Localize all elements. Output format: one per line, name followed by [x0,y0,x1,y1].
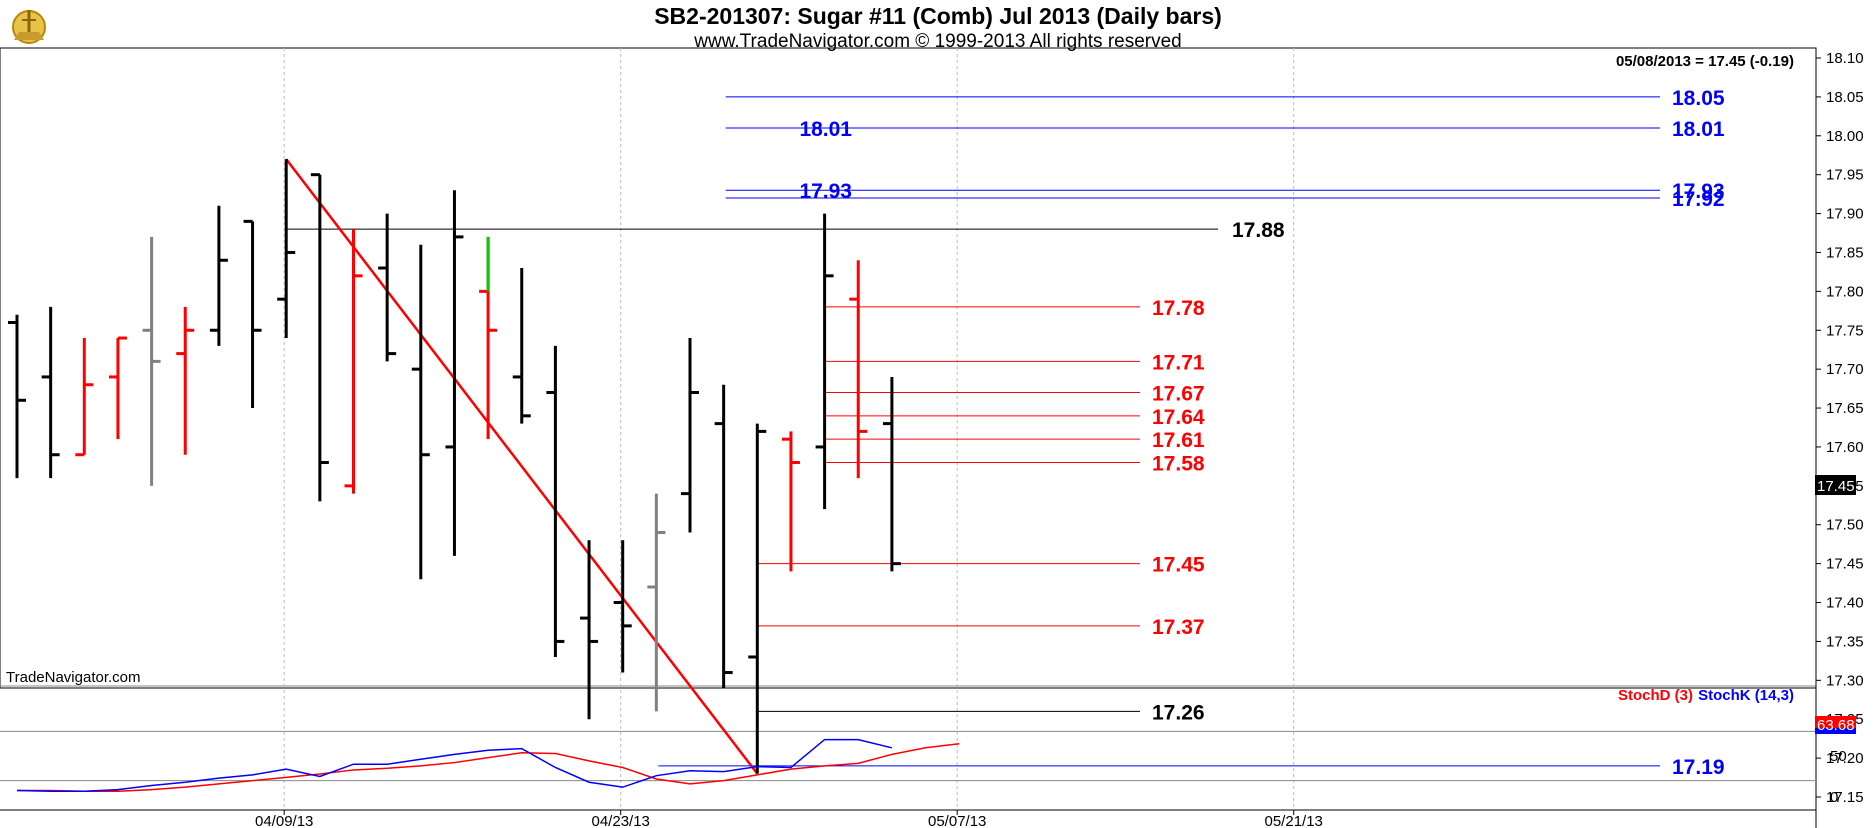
chart-title: SB2-201307: Sugar #11 (Comb) Jul 2013 (D… [654,3,1222,29]
last-quote: 05/08/2013 = 17.45 (-0.19) [1616,53,1794,70]
stoch-layer [16,738,960,793]
ohlc-bar [613,540,632,673]
y-tick-label: 17.15 [1826,789,1864,806]
stoch-series-line [16,738,893,793]
ohlc-bar [546,345,565,657]
level-label: 17.37 [1152,616,1205,639]
chart-subtitle: www.TradeNavigator.com © 1999-2013 All r… [694,31,1182,52]
watermark: TradeNavigator.com [6,669,141,686]
y-tick-label: 17.70 [1826,361,1864,378]
level-label: 17.61 [1152,429,1205,452]
level-label: 17.64 [1152,406,1205,429]
level-label: 17.58 [1152,453,1205,476]
ohlc-bar [445,190,464,556]
y-tick-label: 17.35 [1826,633,1864,650]
x-ticks: 04/09/13 04/23/13 05/07/13 05/21/13 [255,810,1323,828]
ohlc-bar [41,306,60,479]
ohlc-bar [411,244,430,580]
x-tick-label: 05/07/13 [928,813,986,828]
stoch-series-line [17,742,960,793]
ohlc-bar [647,493,666,712]
level-label: 18.05 [1672,87,1725,110]
level-label: 18.01 [1672,118,1725,141]
ohlc-bar [781,431,800,572]
trendline-layer [285,158,759,775]
stoch-y-tick: 0 [1830,789,1838,806]
y-tick-label: 17.85 [1826,244,1864,261]
trendline [285,158,759,775]
level-label-left: 17.93 [799,180,852,203]
ohlc-bar [277,159,296,339]
y-tick-label: 17.90 [1826,206,1864,223]
y-tick-label: 17.75 [1826,322,1864,339]
stoch-tag-blue [1815,728,1856,734]
level-label: 17.78 [1152,297,1205,320]
level-label: 17.92 [1672,188,1725,211]
level-label: 17.19 [1672,756,1725,779]
y-tick-label: 17.50 [1826,517,1864,534]
price-tag: 17.45 [1817,478,1855,495]
y-tick-label: 18.00 [1826,128,1864,145]
x-tick-label: 04/09/13 [255,813,313,828]
y-tick-label: 17.95 [1826,167,1864,184]
bars-layer [8,159,901,774]
y-tick-label: 17.20 [1826,750,1864,767]
stoch-y-tick: 50 [1830,748,1847,765]
ohlc-bar [378,213,397,362]
ohlc-bar [882,376,901,572]
ohlc-bar [243,219,262,409]
price-panel [0,47,1817,689]
ohlc-bar [8,314,26,479]
ohlc-bar [310,173,329,502]
ohlc-bar [714,384,733,689]
ohlc-bar [580,540,599,720]
ohlc-bar [815,213,834,510]
ohlc-bar [748,423,767,774]
ohlc-bar [681,338,699,533]
level-label-left: 18.01 [799,118,852,141]
legend-stochk: StochK (14,3) [1698,687,1794,704]
y-tick-label: 18.10 [1826,50,1864,67]
y-tick-label: 18.05 [1826,89,1864,106]
y-tick-label: 17.30 [1826,672,1864,689]
ohlc-bar [176,306,195,455]
logo-icon [12,10,46,44]
level-label: 17.26 [1152,701,1205,724]
ohlc-bar [209,205,228,346]
y-tick-label: 17.60 [1826,439,1864,456]
level-label: 17.93 [1672,180,1725,203]
x-tick-label: 05/21/13 [1265,813,1323,828]
ohlc-bar [512,268,531,424]
y-tick-label: 17.80 [1826,283,1864,300]
price-tag-bg [1815,475,1856,495]
level-label: 17.71 [1152,351,1205,374]
ohlc-bar [849,260,868,479]
level-label: 17.88 [1232,219,1285,242]
x-tick-label: 04/23/13 [592,813,650,828]
legend-stochd: StochD (3) [1618,687,1693,704]
y-tick-label: 17.65 [1826,400,1864,417]
y-ticks: 18.10 18.05 18.00 17.95 17.90 17.85 17.80 17.75… [1816,50,1864,806]
ohlc-bar [75,338,94,457]
ohlc-bar [344,229,363,494]
y-tick-label: 17.40 [1826,595,1864,612]
level-label: 17.45 [1152,554,1205,577]
ohlc-bar [108,336,127,440]
ohlc-bar [142,236,161,486]
y-tick-label: 17.45 [1826,556,1864,573]
level-label: 17.67 [1152,382,1205,405]
gridlines: 50 0 [0,48,1847,810]
stoch-tag: 63.68 [1817,717,1855,734]
